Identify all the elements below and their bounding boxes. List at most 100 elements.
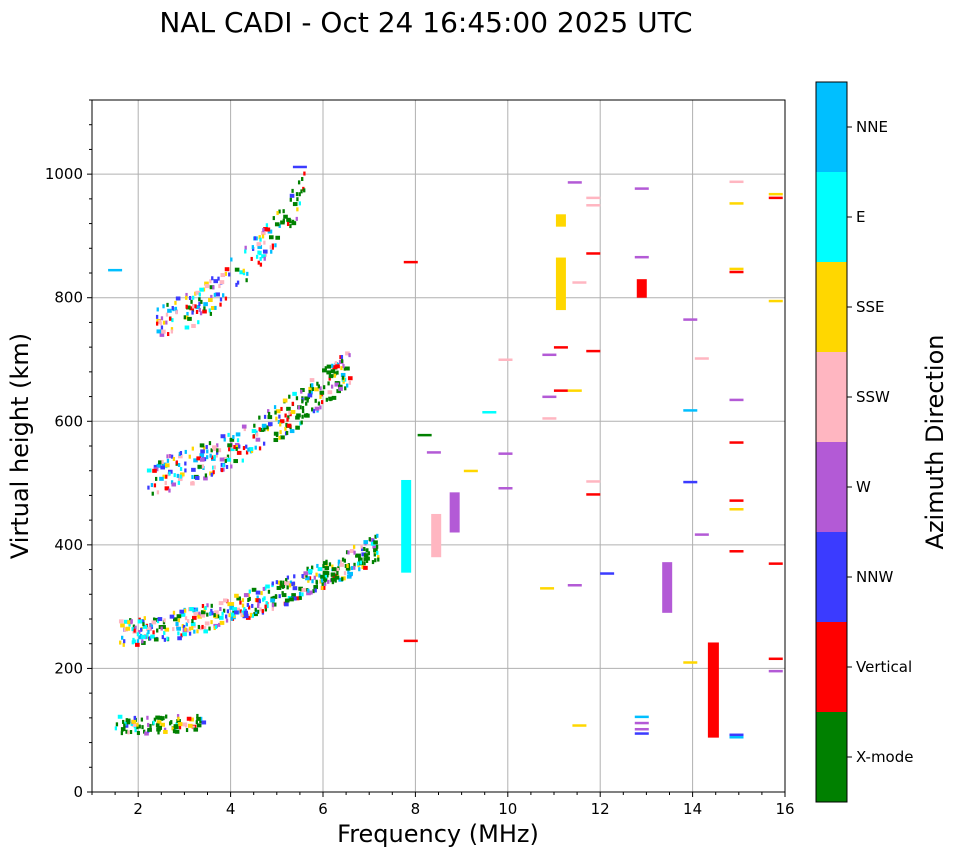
echo-point bbox=[328, 562, 332, 567]
echo-point bbox=[322, 368, 327, 373]
echo-point bbox=[179, 474, 182, 479]
echo-point bbox=[198, 302, 201, 307]
echo-dash bbox=[729, 499, 744, 502]
echo-point bbox=[316, 381, 319, 386]
echo-point bbox=[288, 410, 291, 415]
echo-point bbox=[261, 234, 265, 239]
x-tick-label: 8 bbox=[411, 800, 421, 818]
echo-point bbox=[275, 409, 281, 414]
echo-point bbox=[171, 726, 174, 731]
echo-point bbox=[191, 467, 196, 472]
echo-point bbox=[234, 610, 239, 615]
echo-dash bbox=[567, 181, 582, 184]
echo-point bbox=[333, 373, 337, 378]
echo-point bbox=[301, 409, 305, 414]
echo-point bbox=[241, 598, 245, 603]
echo-point bbox=[273, 405, 277, 410]
echo-point bbox=[220, 273, 226, 278]
echo-point bbox=[201, 624, 204, 629]
echo-point bbox=[142, 622, 145, 627]
echo-point bbox=[334, 567, 339, 572]
echo-point bbox=[224, 296, 228, 301]
colorbar-tick-label: W bbox=[856, 478, 871, 496]
echo-point bbox=[305, 576, 310, 581]
echo-dash bbox=[498, 487, 513, 490]
echo-point bbox=[339, 562, 344, 567]
echo-point bbox=[151, 620, 157, 625]
echo-point bbox=[338, 386, 343, 391]
echo-point bbox=[295, 192, 299, 197]
echo-point bbox=[316, 563, 319, 568]
x-tick-label: 10 bbox=[498, 800, 517, 818]
echo-point bbox=[133, 715, 137, 720]
echo-point bbox=[193, 609, 196, 614]
echo-point bbox=[295, 216, 298, 221]
echo-point bbox=[298, 595, 302, 600]
echo-dash bbox=[567, 584, 582, 587]
echo-point bbox=[222, 608, 226, 613]
echo-point bbox=[274, 222, 280, 227]
echo-point bbox=[146, 627, 151, 632]
echo-point bbox=[352, 544, 356, 549]
echo-point bbox=[328, 376, 331, 381]
echo-point bbox=[347, 550, 350, 555]
echo-point bbox=[218, 601, 224, 606]
echo-point bbox=[282, 209, 285, 214]
echo-point bbox=[223, 437, 226, 442]
echo-point bbox=[169, 614, 175, 619]
echo-point bbox=[308, 590, 313, 595]
echo-point bbox=[185, 304, 188, 309]
echo-point bbox=[120, 731, 124, 736]
echo-point bbox=[146, 468, 152, 473]
echo-point bbox=[177, 722, 183, 727]
echo-point bbox=[235, 607, 241, 612]
echo-point bbox=[186, 311, 189, 316]
echo-point bbox=[254, 609, 258, 614]
colorbar-label: Azimuth Direction bbox=[921, 335, 949, 550]
colorbar-tick-label: X-mode bbox=[856, 748, 913, 766]
echo-point bbox=[319, 390, 325, 395]
echo-point bbox=[331, 564, 334, 569]
echo-point bbox=[251, 429, 257, 434]
echo-point bbox=[346, 563, 349, 568]
echo-dash bbox=[586, 204, 601, 207]
echo-point bbox=[189, 306, 194, 311]
echo-point bbox=[363, 557, 366, 562]
echo-point bbox=[136, 722, 139, 727]
echo-point bbox=[201, 464, 205, 469]
echo-point bbox=[319, 405, 322, 410]
echo-point bbox=[243, 427, 246, 432]
echo-point bbox=[368, 537, 371, 542]
echo-point bbox=[262, 228, 265, 233]
echo-point bbox=[198, 611, 201, 616]
echo-point bbox=[216, 443, 219, 448]
echo-point bbox=[274, 410, 277, 415]
echo-point bbox=[136, 632, 140, 637]
echo-point bbox=[147, 629, 150, 634]
echo-dash bbox=[729, 736, 744, 739]
echo-point bbox=[280, 583, 283, 588]
echo-point bbox=[209, 311, 213, 316]
echo-point bbox=[146, 715, 149, 720]
echo-point bbox=[314, 588, 317, 593]
echo-point bbox=[363, 561, 366, 566]
echo-point bbox=[161, 462, 167, 467]
echo-point bbox=[168, 471, 171, 476]
echo-point bbox=[346, 574, 352, 579]
echo-point bbox=[226, 609, 230, 614]
echo-point bbox=[191, 619, 194, 624]
echo-point bbox=[190, 481, 195, 486]
echo-point bbox=[339, 355, 342, 360]
echo-dash bbox=[567, 389, 582, 392]
echo-dash bbox=[768, 192, 783, 196]
echo-point bbox=[311, 383, 314, 388]
echo-point bbox=[324, 366, 327, 371]
echo-point bbox=[191, 446, 194, 451]
echo-dash bbox=[683, 661, 698, 664]
echo-point bbox=[303, 574, 306, 579]
echo-point bbox=[121, 635, 124, 640]
echo-dash bbox=[634, 255, 649, 259]
echo-point bbox=[267, 415, 273, 420]
echo-point bbox=[165, 312, 169, 317]
